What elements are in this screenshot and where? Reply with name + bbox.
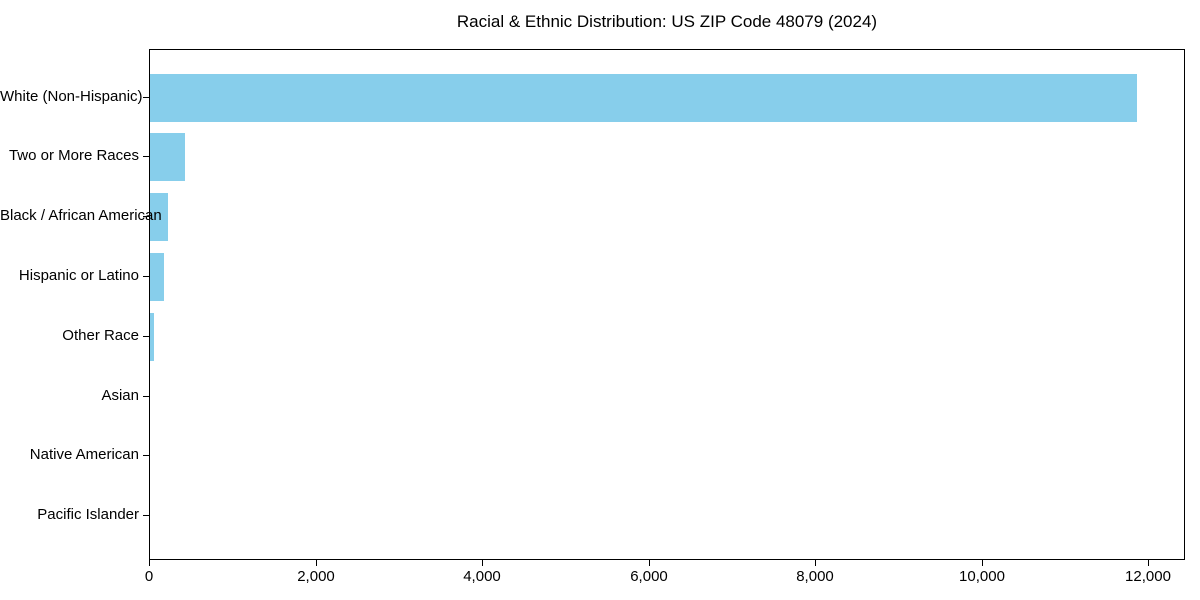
chart-title: Racial & Ethnic Distribution: US ZIP Cod…: [456, 12, 878, 31]
x-tick-mark: [982, 560, 983, 566]
y-tick-mark: [143, 336, 149, 337]
bar: [150, 313, 155, 361]
x-tick-mark: [316, 560, 317, 566]
y-tick-label: Asian: [101, 387, 139, 404]
x-tick-label: 10,000: [959, 568, 1005, 585]
plot-area: [149, 49, 1185, 560]
x-tick-mark: [1148, 560, 1149, 566]
x-tick-mark: [149, 560, 150, 566]
y-tick-mark: [143, 515, 149, 516]
x-tick-label: 8,000: [796, 568, 834, 585]
x-tick-label: 12,000: [1125, 568, 1171, 585]
x-tick-label: 4,000: [463, 568, 501, 585]
bar: [150, 133, 185, 181]
y-tick-label: White (Non-Hispanic): [0, 88, 143, 105]
y-tick-label: Two or More Races: [8, 147, 139, 164]
x-tick-label: 6,000: [630, 568, 668, 585]
y-tick-label: Hispanic or Latino: [18, 267, 139, 284]
y-tick-label: Native American: [29, 446, 139, 463]
bar: [150, 193, 168, 241]
x-tick-mark: [482, 560, 483, 566]
y-tick-mark: [143, 216, 149, 217]
x-tick-label: 2,000: [297, 568, 335, 585]
y-tick-mark: [143, 97, 149, 98]
bar: [150, 253, 164, 301]
y-tick-mark: [143, 396, 149, 397]
y-tick-mark: [143, 156, 149, 157]
x-tick-mark: [815, 560, 816, 566]
y-tick-mark: [143, 455, 149, 456]
y-tick-label: Other Race: [62, 327, 139, 344]
bar: [150, 74, 1137, 122]
y-tick-label: Black / African American: [0, 207, 162, 224]
x-tick-mark: [649, 560, 650, 566]
y-tick-mark: [143, 276, 149, 277]
x-tick-label: 0: [144, 568, 154, 585]
y-tick-label: Pacific Islander: [37, 506, 139, 523]
